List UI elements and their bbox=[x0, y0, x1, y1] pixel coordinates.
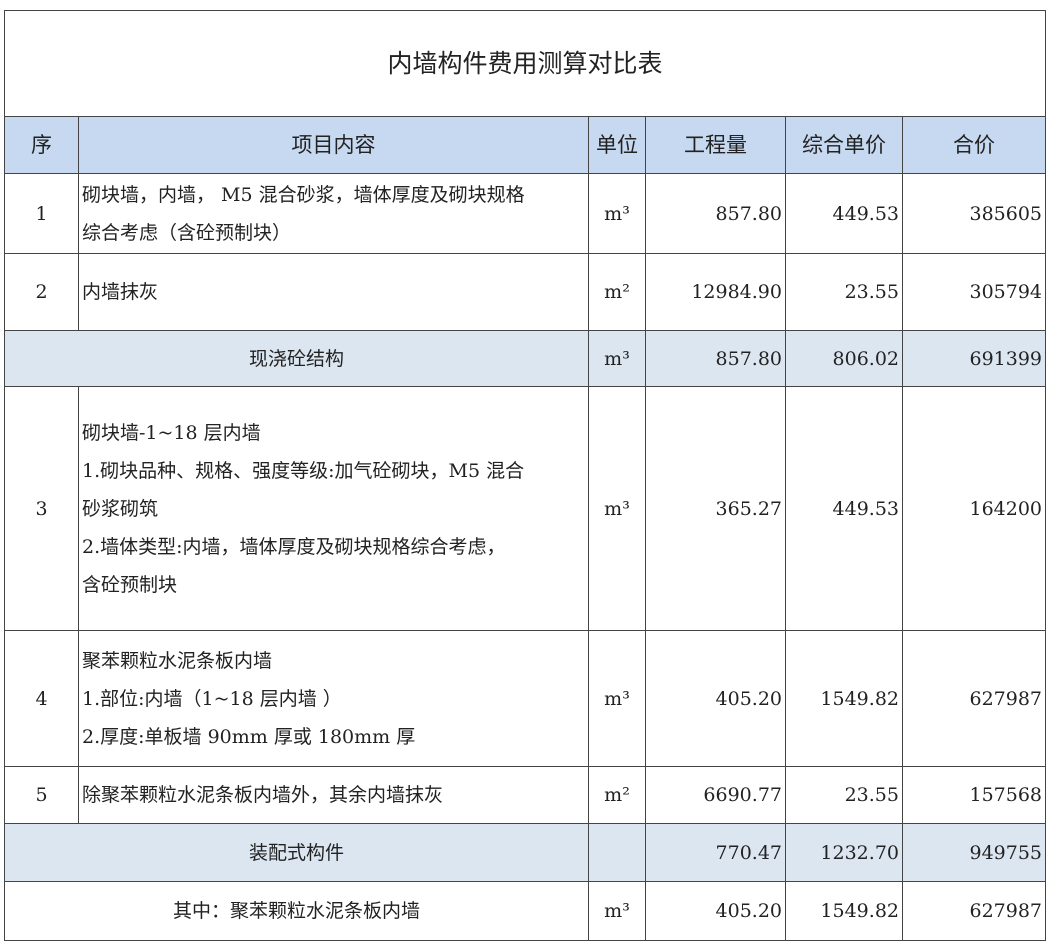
quantity: 12984.90 bbox=[645, 253, 786, 331]
header-total: 合价 bbox=[901, 116, 1047, 174]
row-number: 5 bbox=[4, 766, 79, 824]
header-unit: 单位 bbox=[588, 116, 646, 174]
quantity: 6690.77 bbox=[645, 766, 786, 824]
row-content: 除聚苯颗粒水泥条板内墙外，其余内墙抹灰 bbox=[78, 766, 589, 824]
total-price: 627987 bbox=[901, 881, 1047, 941]
subtotal-label: 现浇砼结构 bbox=[4, 330, 589, 387]
subtotal-row: 现浇砼结构 m³ 857.80 806.02 691399 bbox=[4, 330, 1047, 387]
table-row: 5 除聚苯颗粒水泥条板内墙外，其余内墙抹灰 m² 6690.77 23.55 157568 bbox=[4, 766, 1047, 824]
content-line: 除聚苯颗粒水泥条板内墙外，其余内墙抹灰 bbox=[82, 784, 444, 806]
unit: m³ bbox=[588, 881, 646, 941]
cost-comparison-table: 内墙构件费用测算对比表 序 项目内容 单位 工程量 综合单价 合价 1 砌块墙，内… bbox=[3, 10, 1047, 941]
unit-price: 1232.70 bbox=[785, 823, 903, 882]
content-line: 砌块墙-1~18 层内墙 bbox=[82, 421, 261, 444]
content-line: 综合考虑（含砼预制块） bbox=[82, 221, 292, 244]
content-line: 1.砌块品种、规格、强度等级:加气砼砌块，M5 混合 bbox=[82, 459, 525, 482]
unit: m² bbox=[588, 253, 646, 331]
quantity: 857.80 bbox=[645, 173, 786, 254]
unit-price: 1549.82 bbox=[785, 881, 903, 941]
unit-price: 806.02 bbox=[785, 330, 903, 387]
total-price: 157568 bbox=[901, 766, 1047, 824]
unit-price: 23.55 bbox=[785, 766, 903, 824]
row-content: 砌块墙-1~18 层内墙 1.砌块品种、规格、强度等级:加气砼砌块，M5 混合 砂浆… bbox=[78, 386, 589, 631]
row-number: 3 bbox=[4, 386, 79, 631]
total-price: 949755 bbox=[901, 823, 1047, 882]
header-quantity: 工程量 bbox=[645, 116, 786, 174]
content-line: 含砼预制块 bbox=[82, 573, 178, 596]
row-number: 1 bbox=[4, 173, 79, 254]
unit: m³ bbox=[588, 386, 646, 631]
total-price: 305794 bbox=[901, 253, 1047, 331]
unit: m² bbox=[588, 766, 646, 824]
table-title: 内墙构件费用测算对比表 bbox=[3, 10, 1047, 117]
content-line: 1.部位:内墙（1~18 层内墙 ） bbox=[82, 687, 342, 710]
table-row: 其中：聚苯颗粒水泥条板内墙 m³ 405.20 1549.82 627987 bbox=[4, 881, 1047, 941]
subtotal-row: 装配式构件 770.47 1232.70 949755 bbox=[4, 823, 1047, 882]
quantity: 365.27 bbox=[645, 386, 786, 631]
content-line: 内墙抹灰 bbox=[82, 281, 159, 303]
unit: m³ bbox=[588, 173, 646, 254]
unit-price: 449.53 bbox=[785, 173, 903, 254]
content-line: 聚苯颗粒水泥条板内墙 bbox=[82, 649, 273, 672]
table-row: 2 内墙抹灰 m² 12984.90 23.55 305794 bbox=[4, 253, 1047, 331]
header-unit-price: 综合单价 bbox=[785, 116, 903, 174]
unit: m³ bbox=[588, 330, 646, 387]
row-number: 2 bbox=[4, 253, 79, 331]
total-price: 627987 bbox=[901, 630, 1047, 767]
row-label: 其中：聚苯颗粒水泥条板内墙 bbox=[4, 881, 589, 941]
header-row: 序 项目内容 单位 工程量 综合单价 合价 bbox=[4, 116, 1047, 174]
subtotal-label: 装配式构件 bbox=[4, 823, 589, 882]
total-price: 164200 bbox=[901, 386, 1047, 631]
content-line: 砂浆砌筑 bbox=[82, 497, 159, 520]
header-content: 项目内容 bbox=[78, 116, 589, 174]
quantity: 770.47 bbox=[645, 823, 786, 882]
table-row: 4 聚苯颗粒水泥条板内墙 1.部位:内墙（1~18 层内墙 ） 2.厚度:单板墙 90… bbox=[4, 630, 1047, 767]
table-row: 1 砌块墙，内墙， M5 混合砂浆，墙体厚度及砌块规格 综合考虑（含砼预制块） m³ 8… bbox=[4, 173, 1047, 254]
row-number: 4 bbox=[4, 630, 79, 767]
unit: m³ bbox=[588, 630, 646, 767]
unit-price: 449.53 bbox=[785, 386, 903, 631]
unit-price: 1549.82 bbox=[785, 630, 903, 767]
content-line: 砌块墙，内墙， M5 混合砂浆，墙体厚度及砌块规格 bbox=[82, 183, 525, 206]
unit bbox=[588, 823, 646, 882]
row-content: 内墙抹灰 bbox=[78, 253, 589, 331]
row-content: 聚苯颗粒水泥条板内墙 1.部位:内墙（1~18 层内墙 ） 2.厚度:单板墙 90m… bbox=[78, 630, 589, 767]
quantity: 405.20 bbox=[645, 630, 786, 767]
unit-price: 23.55 bbox=[785, 253, 903, 331]
table-row: 3 砌块墙-1~18 层内墙 1.砌块品种、规格、强度等级:加气砼砌块，M5 混合砂… bbox=[4, 386, 1047, 631]
quantity: 405.20 bbox=[645, 881, 786, 941]
total-price: 691399 bbox=[901, 330, 1047, 387]
total-price: 385605 bbox=[901, 173, 1047, 254]
header-no: 序 bbox=[4, 116, 79, 174]
content-line: 2.墙体类型:内墙，墙体厚度及砌块规格综合考虑， bbox=[82, 535, 506, 558]
quantity: 857.80 bbox=[645, 330, 786, 387]
row-content: 砌块墙，内墙， M5 混合砂浆，墙体厚度及砌块规格 综合考虑（含砼预制块） bbox=[78, 173, 589, 254]
content-line: 2.厚度:单板墙 90mm 厚或 180mm 厚 bbox=[82, 725, 416, 748]
